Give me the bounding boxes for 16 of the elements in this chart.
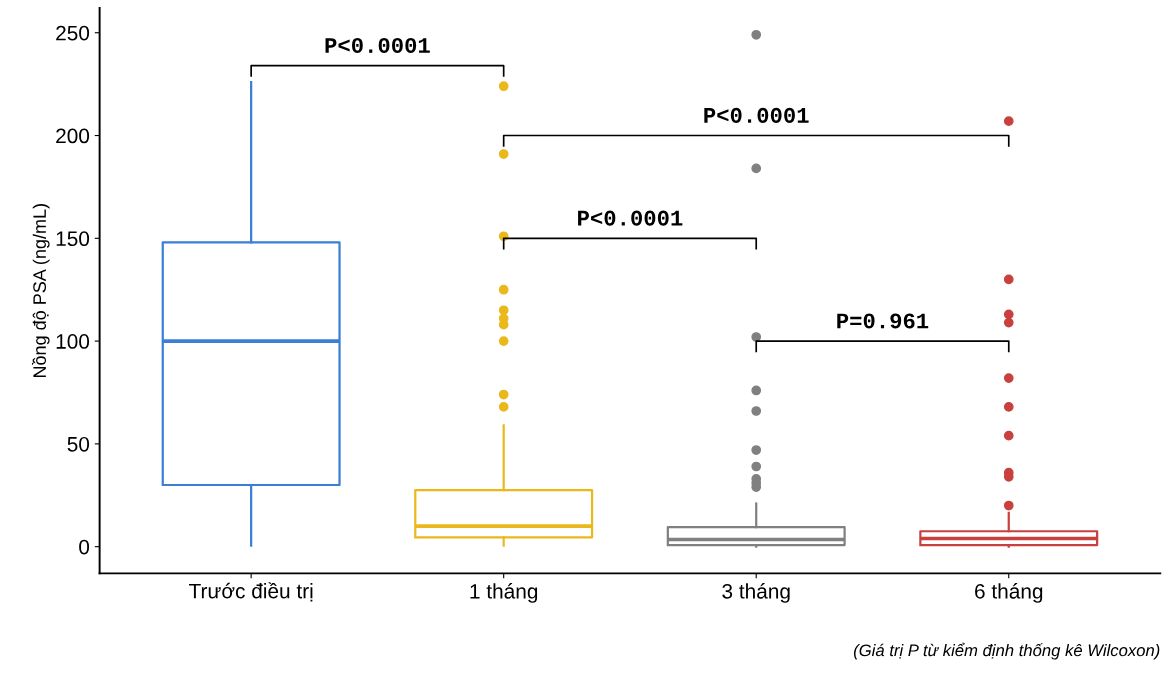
y-tick-label: 0 — [79, 539, 90, 555]
annotation: P<0.0001 — [704, 107, 809, 123]
annotation: P<0.0001 — [325, 37, 430, 54]
y-tick-label: 200 — [56, 128, 90, 144]
x-tick-label: 1 tháng — [470, 583, 538, 603]
annotation: P=0.961 — [837, 313, 929, 329]
y-tick-label: 100 — [56, 334, 90, 349]
annotation: P<0.0001 — [578, 210, 683, 226]
x-tick-label: 6 tháng — [975, 583, 1043, 603]
y-tick-label: 150 — [56, 231, 90, 247]
x-tick-label: 3 tháng — [722, 583, 790, 603]
text: (Giá trị P từ kiểm định thống kê Wilcoxon) — [853, 642, 1160, 660]
y-tick-label: 250 — [56, 25, 90, 41]
x-tick-label: Trước điều trị — [189, 582, 313, 602]
y-axis-title: Nồng độ PSA (ng/mL) — [31, 204, 50, 378]
y-tick-label: 50 — [67, 436, 90, 452]
